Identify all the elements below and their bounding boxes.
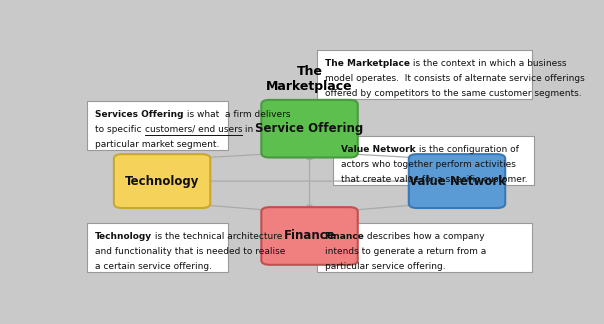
FancyBboxPatch shape xyxy=(262,207,358,265)
Text: to specific: to specific xyxy=(95,125,144,134)
FancyBboxPatch shape xyxy=(114,154,210,208)
FancyBboxPatch shape xyxy=(333,136,535,185)
Text: Technology: Technology xyxy=(95,232,152,241)
Text: is the configuration of: is the configuration of xyxy=(416,145,518,154)
Text: offered by competitors to the same customer segments.: offered by competitors to the same custo… xyxy=(324,89,581,98)
Text: model operates.  It consists of alternate service offerings: model operates. It consists of alternate… xyxy=(324,74,584,83)
Text: The Marketplace: The Marketplace xyxy=(324,59,410,68)
Text: Services Offering: Services Offering xyxy=(95,110,184,119)
Text: is the technical architecture: is the technical architecture xyxy=(152,232,283,241)
Text: Value Network: Value Network xyxy=(341,145,416,154)
FancyBboxPatch shape xyxy=(316,224,532,272)
Text: Service Offering: Service Offering xyxy=(255,122,364,135)
FancyBboxPatch shape xyxy=(409,154,505,208)
FancyBboxPatch shape xyxy=(65,34,554,293)
Text: is what  a firm delivers: is what a firm delivers xyxy=(184,110,290,119)
Text: intends to generate a return from a: intends to generate a return from a xyxy=(324,247,486,256)
FancyBboxPatch shape xyxy=(316,50,532,99)
Text: and functionality that is needed to realise: and functionality that is needed to real… xyxy=(95,247,286,256)
Text: The
Marketplace: The Marketplace xyxy=(266,65,353,93)
FancyBboxPatch shape xyxy=(262,100,358,157)
Text: Value Network: Value Network xyxy=(408,175,506,188)
Text: a certain service offering.: a certain service offering. xyxy=(95,262,212,271)
Text: customers/ end users: customers/ end users xyxy=(144,125,242,134)
Text: that create value for a specific customer.: that create value for a specific custome… xyxy=(341,175,527,184)
Text: Finance: Finance xyxy=(284,229,335,242)
Text: actors who together perform activities: actors who together perform activities xyxy=(341,160,516,169)
Text: particular service offering.: particular service offering. xyxy=(324,262,445,271)
FancyBboxPatch shape xyxy=(87,101,228,150)
Text: Finance: Finance xyxy=(324,232,364,241)
Text: Technology: Technology xyxy=(125,175,199,188)
Text: is the context in which a business: is the context in which a business xyxy=(410,59,566,68)
Text: describes how a company: describes how a company xyxy=(364,232,485,241)
FancyBboxPatch shape xyxy=(87,224,228,272)
Text: in: in xyxy=(242,125,253,134)
Text: particular market segment.: particular market segment. xyxy=(95,140,219,149)
